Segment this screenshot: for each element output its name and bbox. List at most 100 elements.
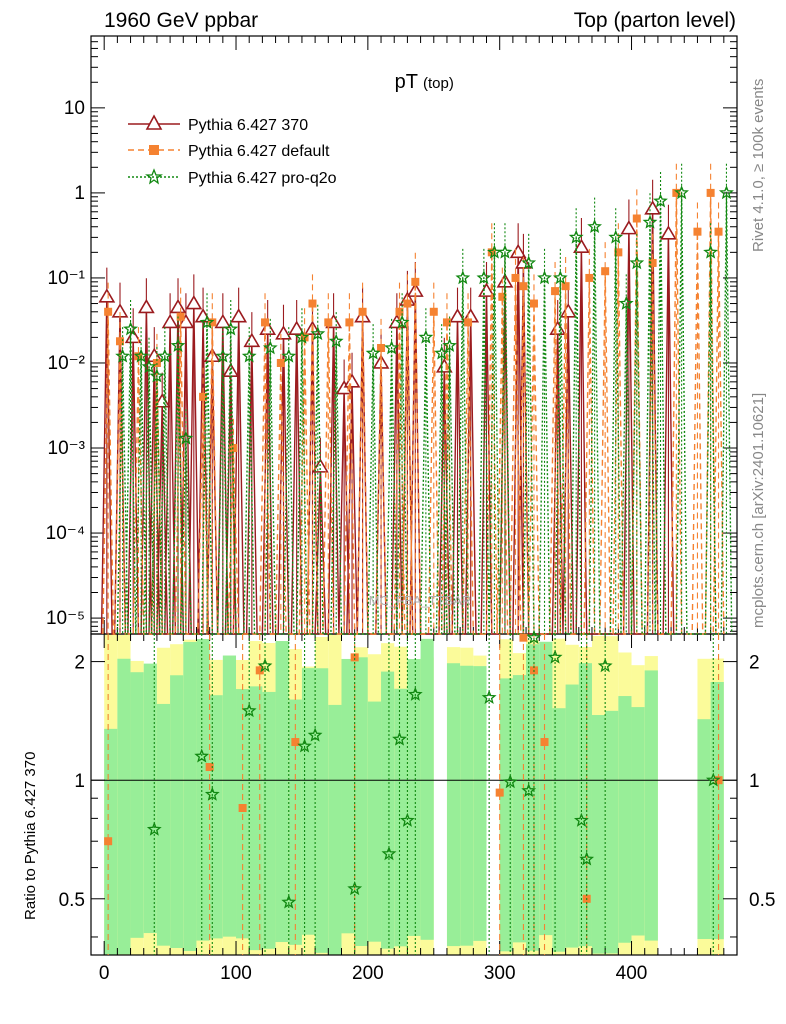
star-marker (146, 821, 162, 836)
ratio-y-tick-label: 1 (74, 771, 85, 792)
band-green (209, 695, 223, 939)
square-marker (519, 282, 528, 291)
triangle-marker (214, 313, 232, 329)
star-marker (568, 229, 584, 244)
band-green (565, 684, 579, 948)
x-tick-label: 400 (616, 963, 648, 984)
band-green (249, 686, 263, 951)
star-marker (141, 359, 157, 374)
band-green (644, 670, 658, 941)
star-marker (597, 658, 613, 673)
triangle-icon (145, 114, 163, 130)
star-marker (281, 894, 297, 909)
star-icon (145, 168, 163, 185)
square-marker (176, 312, 185, 321)
star-marker (149, 368, 165, 383)
star-marker (199, 314, 215, 329)
square-marker (551, 287, 560, 296)
star-marker (476, 270, 492, 285)
band-green (381, 671, 395, 949)
star-marker (526, 629, 542, 644)
y-tick-label: 10 (64, 98, 85, 119)
band-green (526, 644, 540, 951)
band-green (143, 663, 157, 934)
ratio-y-tick-label-right: 2 (749, 653, 760, 674)
star-marker (418, 329, 434, 344)
star-marker (215, 348, 231, 363)
square-marker (276, 358, 285, 367)
band-green (301, 668, 316, 935)
triangle-marker (549, 320, 567, 335)
star-marker (241, 348, 257, 363)
square-marker (255, 666, 264, 675)
square-marker (498, 292, 507, 301)
star-marker (521, 782, 537, 798)
star-marker (400, 812, 415, 827)
triangle-marker (644, 200, 662, 215)
star-marker (392, 731, 407, 746)
square-marker (411, 277, 420, 286)
star-marker (328, 333, 344, 348)
band-green (170, 675, 184, 948)
band-green (618, 696, 632, 943)
square-marker (199, 392, 208, 401)
star-marker (307, 727, 323, 742)
star-marker (653, 193, 668, 208)
star-marker (262, 340, 278, 355)
square-marker (632, 214, 641, 223)
star-marker (241, 702, 257, 718)
ratio-y-axis-label: Ratio to Pythia 6.427 370 (22, 752, 39, 920)
band-green (328, 704, 342, 955)
star-marker (297, 738, 313, 753)
legend-label-pro-q2o: Pythia 6.427 pro-q2o (188, 170, 337, 187)
band-green (354, 657, 368, 946)
square-marker (601, 267, 610, 276)
band-green (367, 701, 382, 942)
star-marker (347, 881, 363, 896)
triangle-marker (573, 238, 590, 253)
band-green (236, 689, 250, 939)
square-marker (519, 633, 528, 642)
square-marker (614, 248, 623, 257)
square-marker (116, 337, 125, 346)
star-marker (455, 270, 471, 285)
star-marker (407, 686, 423, 701)
star-marker (294, 329, 310, 344)
triangle-marker (620, 220, 638, 235)
series-line (116, 192, 733, 635)
star-marker (133, 348, 149, 363)
star-marker (573, 812, 589, 827)
star-marker (629, 255, 645, 270)
star-marker (257, 658, 273, 673)
y-tick-label: 1 (74, 183, 85, 204)
series-2 (115, 163, 734, 635)
band-green (605, 710, 619, 954)
series-line (100, 208, 675, 635)
band-green (183, 642, 197, 952)
rivet-label: Rivet 4.1.0, ≥ 100k events (750, 79, 767, 252)
star-marker (705, 772, 721, 787)
y-tick-label: 10⁻² (48, 353, 86, 374)
legend: Pythia 6.427 370 Pythia 6.427 default Py… (128, 114, 337, 187)
star-marker (547, 649, 563, 664)
ratio-y-tick-label: 2 (74, 653, 85, 674)
band-green (473, 666, 487, 941)
square-marker (529, 299, 538, 308)
band-green (578, 663, 592, 947)
star-marker (718, 185, 734, 200)
square-marker (403, 299, 412, 308)
band-green (631, 707, 645, 936)
square-marker (377, 344, 386, 353)
star-marker (123, 321, 139, 336)
square-marker (261, 318, 270, 327)
triangle-marker (660, 225, 677, 240)
band-green (156, 703, 171, 946)
y-tick-label: 10⁻⁵ (46, 608, 85, 629)
star-marker (381, 846, 397, 861)
band-green (710, 682, 724, 940)
star-marker (579, 851, 595, 866)
band-green (460, 665, 474, 946)
square-marker (464, 318, 473, 327)
square-marker (585, 273, 594, 282)
